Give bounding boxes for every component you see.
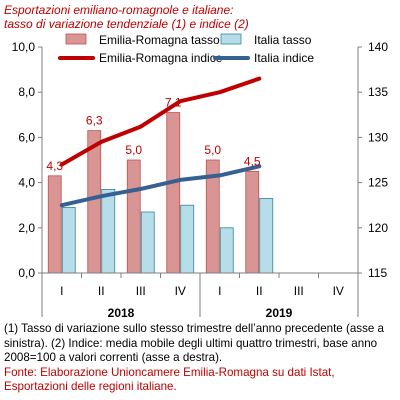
bar-emilia-romagna-4	[166, 112, 181, 274]
data-labels: 4,3 6,3 5,0 7,1 5,0 4,5	[46, 96, 261, 173]
y-left-tick-label-4: 8,0	[18, 85, 35, 99]
y-right-tick-label-4: 135	[368, 85, 388, 99]
x-group-label-2018: 2018	[108, 306, 135, 320]
x-tick-label-8: IV	[333, 284, 344, 298]
bar-italia-1	[61, 207, 76, 274]
x-tick-label-6: II	[256, 284, 263, 298]
lines	[59, 76, 262, 208]
x-group-label-2019: 2019	[266, 306, 293, 320]
data-label-4: 7,1	[165, 96, 182, 110]
x-tick-label-7: III	[294, 284, 304, 298]
chart-title-line-2: tasso di variazione tendenziale (1) e in…	[4, 17, 249, 31]
y-right-tick-label-5: 140	[368, 40, 388, 54]
footnote-source: Fonte: Elaborazione Unioncamere Emilia-R…	[4, 365, 335, 394]
legend-italia-indice-label: Italia indice	[254, 51, 314, 65]
data-label-5: 5,0	[204, 143, 221, 157]
bars	[47, 112, 274, 274]
legend: Emilia-Romagna tasso Italia tasso Emilia-R…	[58, 33, 314, 65]
footnote-definitions: (1) Tasso di variazione sullo stesso tri…	[4, 322, 384, 365]
legend-emilia-romagna-indice-label: Emilia-Romagna indice	[99, 51, 223, 65]
footnotes: (1) Tasso di variazione sullo stesso tri…	[4, 322, 396, 395]
chart-canvas: Emilia-Romagna tasso Italia tasso Emilia-R…	[12, 33, 389, 320]
y-left-tick-label-3: 6,0	[18, 130, 35, 144]
data-label-3: 5,0	[125, 143, 142, 157]
legend-italia-tasso-label: Italia tasso	[254, 33, 312, 47]
y-left-tick-label-2: 4,0	[18, 176, 35, 190]
y-left-tick-label-0: 0,0	[18, 266, 35, 280]
bar-italia-3	[140, 211, 155, 274]
y-left-tick-label-5: 10,0	[12, 40, 36, 54]
y-right-tick-label-3: 130	[368, 130, 388, 144]
bar-emilia-romagna-2	[87, 130, 102, 274]
bar-emilia-romagna-1	[47, 175, 62, 274]
legend-emilia-romagna-tasso-label: Emilia-Romagna tasso	[99, 33, 220, 47]
legend-emilia-romagna-tasso-swatch	[65, 33, 87, 45]
line-italia-indice	[59, 164, 262, 208]
data-label-2: 6,3	[86, 114, 103, 128]
x-tick-label-1: I	[60, 284, 63, 298]
bar-italia-2	[101, 188, 116, 274]
data-label-1: 4,3	[46, 159, 63, 173]
bar-emilia-romagna-3	[126, 159, 141, 274]
x-tick-label-3: III	[136, 284, 146, 298]
x-tick-label-4: IV	[175, 284, 186, 298]
bar-italia-6	[259, 198, 274, 274]
legend-italia-tasso-swatch	[220, 33, 242, 45]
bar-emilia-romagna-6	[245, 170, 260, 274]
y-right-tick-label-0: 115	[368, 266, 387, 280]
bar-italia-4	[180, 204, 195, 274]
line-emilia-romagna-indice	[59, 76, 262, 167]
x-tick-label-5: I	[218, 284, 221, 298]
y-left-tick-label-1: 2,0	[18, 221, 35, 235]
bar-italia-5	[219, 227, 234, 274]
y-right-tick-label-1: 120	[368, 221, 388, 235]
x-tick-label-2: II	[98, 284, 105, 298]
chart-title-line-1: Esportazioni emiliano-romagnole e italia…	[4, 3, 234, 17]
chart-title: Esportazioni emiliano-romagnole e italia…	[4, 3, 394, 31]
data-label-6: 4,5	[244, 154, 261, 168]
y-right-tick-label-2: 125	[368, 176, 388, 190]
